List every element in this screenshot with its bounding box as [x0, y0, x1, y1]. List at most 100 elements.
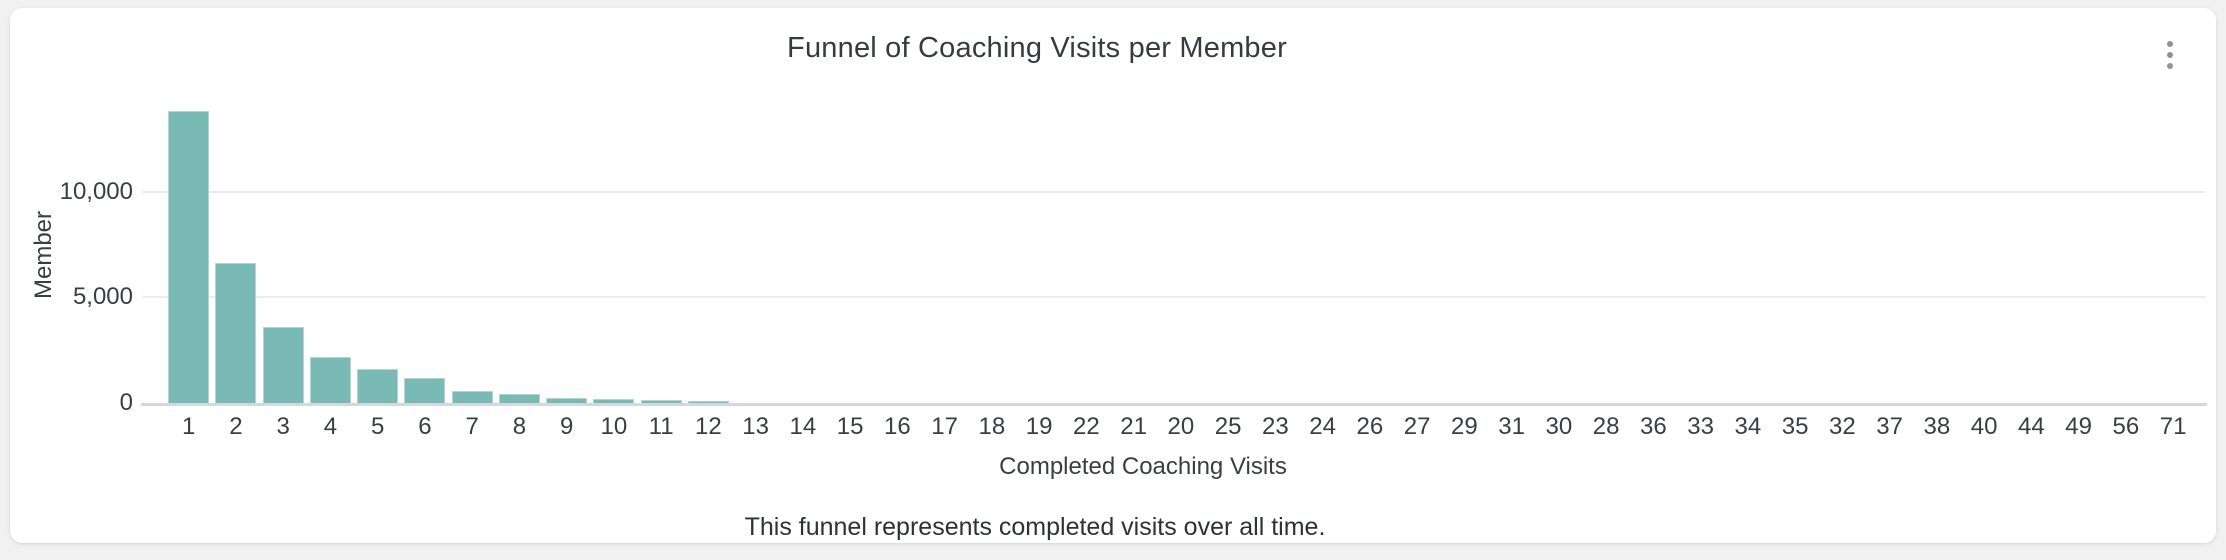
bar-slot — [2008, 103, 2055, 403]
bar-x4[interactable] — [309, 356, 351, 403]
bar-slot — [1394, 103, 1441, 403]
bar-slot — [1016, 103, 1063, 403]
bar-slot — [1205, 103, 1252, 403]
x-tick-label: 12 — [695, 413, 722, 440]
x-axis-title: Completed Coaching Visits — [999, 453, 1287, 480]
bar-x12[interactable] — [687, 400, 729, 403]
bar-slot — [449, 103, 496, 403]
bar-slot — [2102, 103, 2149, 403]
x-tick-label: 71 — [2159, 413, 2187, 440]
bar-slot — [1535, 103, 1582, 403]
x-tick-label: 13 — [742, 413, 769, 440]
bar-x3[interactable] — [262, 326, 304, 403]
kebab-dot — [2167, 63, 2173, 69]
bar-slot — [1583, 103, 1630, 403]
x-tick-label: 7 — [465, 413, 479, 440]
gridline — [143, 190, 2205, 193]
bars-row — [165, 103, 2197, 403]
bar-slot — [1252, 103, 1299, 403]
bar-slot — [1441, 103, 1488, 403]
bar-x8[interactable] — [498, 393, 540, 403]
bar-x9[interactable] — [546, 397, 588, 403]
bar-x6[interactable] — [404, 377, 446, 403]
x-tick-label: 22 — [1073, 413, 1100, 440]
bar-slot — [1299, 103, 1346, 403]
bar-slot — [968, 103, 1015, 403]
x-tick-label: 18 — [978, 413, 1006, 440]
bar-slot — [2150, 103, 2197, 403]
x-tick-label: 6 — [418, 413, 432, 440]
bar-slot — [1063, 103, 1110, 403]
bar-slot — [827, 103, 874, 403]
x-tick-label: 29 — [1451, 413, 1478, 440]
bar-x10[interactable] — [593, 398, 635, 403]
chart-caption: This funnel represents completed visits … — [744, 513, 1326, 541]
bar-slot — [921, 103, 968, 403]
bar-slot — [212, 103, 259, 403]
x-tick-label: 16 — [884, 413, 911, 440]
bar-slot — [1110, 103, 1157, 403]
x-tick-label: 27 — [1403, 413, 1431, 440]
x-tick-label: 36 — [1640, 413, 1667, 440]
y-tick-label: 0 — [119, 389, 133, 416]
x-tick-label: 3 — [276, 413, 290, 440]
bar-x1[interactable] — [168, 111, 210, 403]
bar-slot — [732, 103, 779, 403]
x-tick-label: 49 — [2065, 413, 2092, 440]
y-tick-label: 10,000 — [59, 177, 133, 205]
x-tick-label: 1 — [181, 413, 196, 440]
x-tick-label: 33 — [1687, 413, 1714, 440]
bar-slot — [590, 103, 637, 403]
bar-slot — [165, 103, 212, 403]
x-tick-label: 19 — [1025, 413, 1053, 440]
bar-slot — [260, 103, 307, 403]
kebab-dot — [2167, 52, 2173, 58]
bar-slot — [1772, 103, 1819, 403]
kebab-dot — [2167, 41, 2173, 47]
bar-slot — [354, 103, 401, 403]
x-tick-label: 24 — [1309, 413, 1336, 440]
bar-slot — [1157, 103, 1204, 403]
x-tick-label: 37 — [1876, 413, 1903, 440]
gridlines — [143, 8, 2205, 543]
bar-slot — [1346, 103, 1393, 403]
bar-x5[interactable] — [357, 369, 399, 403]
bar-slot — [543, 103, 590, 403]
bar-slot — [779, 103, 826, 403]
bar-slot — [307, 103, 354, 403]
x-tick-label: 44 — [2018, 413, 2045, 440]
x-tick-label: 2 — [229, 413, 243, 440]
x-tick-label: 5 — [370, 413, 385, 440]
x-tick-label: 23 — [1262, 413, 1289, 440]
x-tick-label: 10 — [600, 413, 628, 440]
x-tick-label: 32 — [1829, 413, 1856, 440]
x-tick-label: 30 — [1545, 413, 1573, 440]
gridline — [143, 296, 2205, 299]
y-axis-ticks: 10,000 5,000 0 — [10, 8, 133, 543]
x-tick-label: 4 — [323, 413, 338, 440]
x-tick-label: 38 — [1923, 413, 1951, 440]
x-tick-label: 28 — [1592, 413, 1620, 440]
x-tick-label: 34 — [1734, 413, 1762, 440]
x-tick-label: 14 — [789, 413, 817, 440]
bar-slot — [1961, 103, 2008, 403]
chart-title: Funnel of Coaching Visits per Member — [787, 32, 1287, 64]
x-tick-label: 21 — [1120, 413, 1147, 440]
y-tick-label: 5,000 — [72, 283, 133, 311]
x-tick-label: 17 — [931, 413, 958, 440]
bar-slot — [1488, 103, 1535, 403]
bar-slot — [1724, 103, 1771, 403]
bar-x11[interactable] — [640, 400, 682, 403]
x-tick-label: 9 — [559, 413, 574, 440]
x-tick-label: 11 — [648, 413, 674, 440]
bar-x2[interactable] — [215, 263, 257, 403]
kebab-menu-icon[interactable] — [2159, 34, 2181, 76]
bar-slot — [496, 103, 543, 403]
bar-slot — [2055, 103, 2102, 403]
x-tick-label: 20 — [1167, 413, 1195, 440]
x-tick-label: 40 — [1970, 413, 1998, 440]
bar-slot — [685, 103, 732, 403]
bar-slot — [1866, 103, 1913, 403]
bar-x7[interactable] — [451, 390, 493, 403]
x-tick-label: 26 — [1356, 413, 1384, 440]
